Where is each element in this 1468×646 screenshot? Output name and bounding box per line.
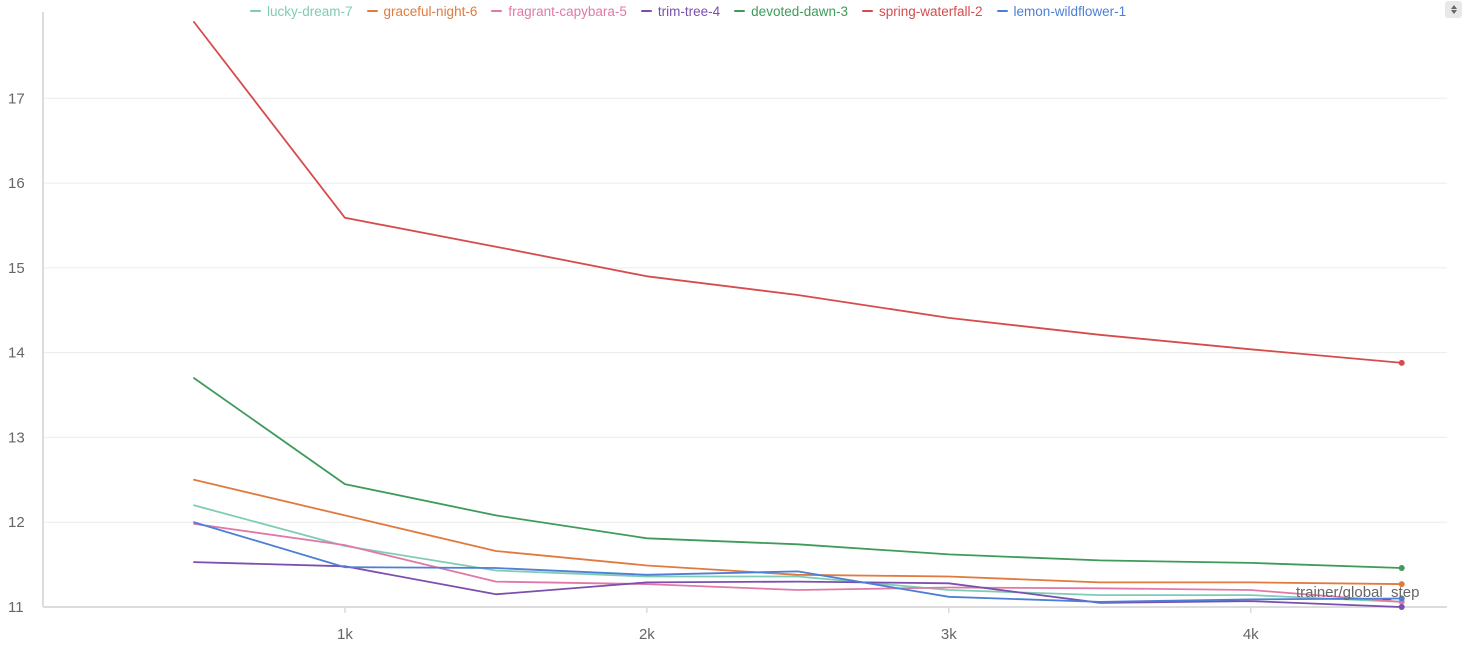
- x-axis-title: trainer/global_step: [1296, 584, 1420, 601]
- legend-label: trim-tree-4: [657, 3, 721, 19]
- legend-swatch: [862, 9, 873, 13]
- legend-swatch: [734, 9, 746, 13]
- series-line-lucky-dream-7: [193, 504, 1403, 603]
- series-line-spring-waterfall-2: [193, 21, 1403, 364]
- series-end-point-trim-tree-4: [1398, 604, 1405, 610]
- series-end-point-spring-waterfall-2: [1398, 359, 1405, 366]
- legend-item-trim-tree-4[interactable]: trim-tree-4: [640, 3, 721, 19]
- series-line-trim-tree-4: [193, 561, 1403, 608]
- legend-item-fragrant-capybara-5[interactable]: fragrant-capybara-5: [491, 4, 627, 19]
- x-tick-label: 3k: [941, 626, 957, 643]
- y-tick-label: 16: [8, 175, 25, 192]
- series-end-point-devoted-dawn-3: [1398, 565, 1405, 571]
- legend-swatch: [640, 9, 652, 13]
- legend-label: graceful-night-6: [383, 3, 478, 19]
- x-tick-label: 1k: [337, 626, 353, 643]
- y-tick-label: 17: [8, 90, 25, 107]
- series-line-fragrant-capybara-5: [193, 523, 1403, 603]
- legend-label: lucky-dream-7: [267, 3, 353, 19]
- legend-swatch: [366, 9, 378, 13]
- y-tick-label: 14: [8, 345, 25, 362]
- y-tick-label: 12: [8, 514, 25, 531]
- chevron-down-icon: [1450, 10, 1457, 14]
- y-tick-label: 11: [8, 599, 24, 616]
- x-tick-label: 2k: [639, 626, 655, 643]
- legend-item-devoted-dawn-3[interactable]: devoted-dawn-3: [734, 4, 848, 19]
- legend-item-graceful-night-6[interactable]: graceful-night-6: [366, 3, 478, 19]
- series-end-point-lemon-wildflower-1: [1398, 595, 1405, 602]
- series-line-graceful-night-6: [193, 478, 1403, 585]
- y-tick-label: 15: [8, 260, 25, 277]
- chevron-up-icon: [1450, 5, 1457, 9]
- legend-label: lemon-wildflower-1: [1013, 3, 1127, 19]
- legend-item-lemon-wildflower-1[interactable]: lemon-wildflower-1: [996, 3, 1127, 19]
- y-tick-label: 13: [8, 429, 25, 446]
- legend-scroll-button[interactable]: [1445, 1, 1462, 18]
- legend-label: fragrant-capybara-5: [508, 3, 627, 19]
- series-line-devoted-dawn-3: [193, 377, 1403, 569]
- x-tick-label: 4k: [1243, 626, 1259, 643]
- legend-item-lucky-dream-7[interactable]: lucky-dream-7: [250, 4, 353, 19]
- legend-item-spring-waterfall-2[interactable]: spring-waterfall-2: [862, 4, 983, 19]
- legend-swatch: [250, 9, 261, 13]
- legend-swatch: [996, 9, 1008, 13]
- legend-label: devoted-dawn-3: [751, 3, 848, 19]
- chart-legend: lucky-dream-7 graceful-night-6 fragrant-ca…: [250, 2, 1126, 20]
- series-end-point-graceful-night-6: [1398, 581, 1405, 588]
- legend-label: spring-waterfall-2: [879, 3, 983, 19]
- legend-swatch: [491, 9, 503, 13]
- series-line-lemon-wildflower-1: [193, 521, 1403, 603]
